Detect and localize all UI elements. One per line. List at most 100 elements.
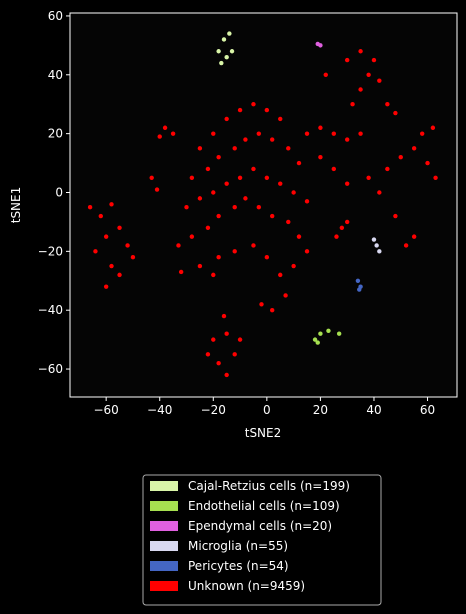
legend-label: Endothelial cells (n=109) <box>188 499 340 513</box>
point <box>189 234 195 239</box>
point <box>304 131 310 136</box>
point <box>157 134 162 139</box>
point <box>377 78 382 83</box>
point <box>211 272 216 278</box>
point <box>344 219 350 225</box>
point <box>377 190 382 195</box>
x-tick-label: −40 <box>147 403 172 417</box>
x-axis-label: tSNE2 <box>245 426 282 440</box>
point <box>358 49 363 54</box>
point <box>109 202 114 207</box>
point <box>331 131 337 136</box>
y-tick-label: 20 <box>48 127 63 141</box>
point <box>278 272 283 278</box>
point <box>433 175 438 180</box>
point <box>270 307 275 313</box>
point <box>270 137 275 142</box>
point <box>237 337 243 342</box>
point <box>318 331 323 336</box>
point <box>211 337 216 342</box>
point <box>232 146 237 151</box>
legend-label: Microglia (n=55) <box>188 539 288 553</box>
point <box>355 278 361 283</box>
legend-box <box>142 474 382 606</box>
point <box>189 175 195 180</box>
point <box>344 137 350 142</box>
point <box>331 166 337 172</box>
point <box>291 263 296 269</box>
point <box>103 284 109 289</box>
legend-label: Pericytes (n=54) <box>188 559 289 573</box>
point <box>211 190 216 195</box>
point <box>326 328 331 333</box>
point <box>103 234 109 239</box>
point <box>385 166 390 172</box>
point <box>315 340 320 345</box>
point <box>216 213 221 219</box>
point <box>216 255 221 260</box>
point <box>296 160 302 166</box>
y-tick-label: −40 <box>38 303 63 317</box>
x-tick-label: −60 <box>93 403 118 417</box>
point <box>374 243 379 248</box>
point <box>227 31 232 36</box>
legend-swatch <box>150 481 178 491</box>
point <box>366 72 371 77</box>
point <box>205 166 211 172</box>
x-tick-label: −20 <box>201 403 226 417</box>
point <box>251 243 256 248</box>
point <box>385 102 390 107</box>
point <box>259 302 264 307</box>
x-tick-label: 0 <box>263 403 271 417</box>
point <box>232 352 237 357</box>
point <box>296 234 302 239</box>
point <box>243 196 248 201</box>
point <box>205 225 211 231</box>
point <box>130 255 136 260</box>
point <box>232 205 237 210</box>
point <box>286 146 291 151</box>
y-tick-label: 0 <box>55 185 63 199</box>
point <box>216 154 221 160</box>
legend-swatch <box>150 581 178 591</box>
legend-label: Ependymal cells (n=20) <box>188 519 332 533</box>
legend-swatch <box>150 501 178 511</box>
point <box>184 205 189 210</box>
point <box>211 131 216 136</box>
point <box>251 166 256 172</box>
point <box>264 175 270 180</box>
y-axis-label: tSNE1 <box>9 187 23 224</box>
point <box>377 249 382 254</box>
point <box>98 213 103 219</box>
point <box>251 102 256 107</box>
point <box>411 146 417 151</box>
point <box>403 243 409 248</box>
point <box>224 116 229 122</box>
point <box>264 255 270 260</box>
point <box>411 234 417 239</box>
point <box>256 205 262 210</box>
point <box>237 175 243 180</box>
legend-swatch <box>150 541 178 551</box>
plot-frame <box>69 12 458 398</box>
legend-swatch <box>150 561 178 571</box>
point <box>232 249 237 254</box>
point <box>224 372 229 378</box>
point <box>219 60 224 66</box>
point <box>358 87 363 92</box>
point <box>393 110 398 116</box>
point <box>109 263 114 269</box>
point <box>216 49 221 54</box>
point <box>197 196 203 201</box>
point <box>419 131 425 136</box>
y-tick-label: 60 <box>48 9 63 23</box>
x-tick-label: 60 <box>420 403 435 417</box>
point <box>224 181 229 186</box>
point <box>339 225 345 231</box>
point <box>270 213 275 219</box>
x-tick-label: 20 <box>313 403 328 417</box>
point <box>170 131 176 136</box>
point <box>264 107 270 113</box>
